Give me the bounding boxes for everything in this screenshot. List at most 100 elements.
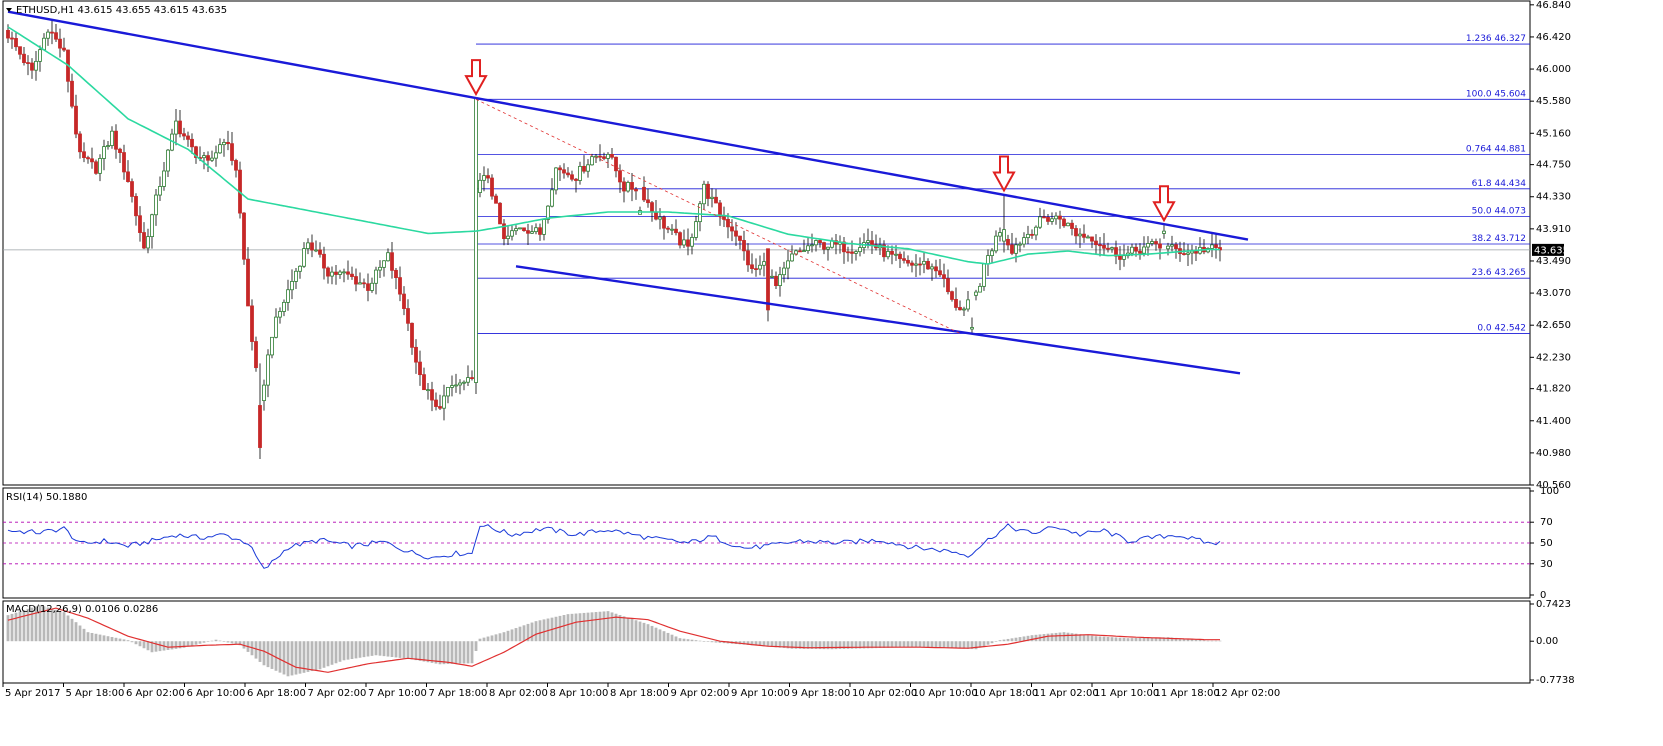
candle-body — [898, 253, 902, 260]
macd-histogram-bar — [510, 629, 514, 642]
candle-body — [342, 271, 346, 274]
candle-body — [1042, 216, 1046, 219]
macd-histogram-bar — [74, 622, 78, 642]
candle-body — [1030, 233, 1034, 236]
candle-body — [250, 305, 254, 342]
macd-histogram-bar — [318, 641, 322, 670]
candle-body — [86, 157, 90, 160]
macd-histogram-bar — [34, 606, 38, 642]
macd-histogram-bar — [1066, 632, 1070, 642]
candle-body — [318, 249, 322, 255]
candle-body — [606, 153, 610, 159]
macd-histogram-bar — [786, 641, 790, 649]
candle-body — [722, 215, 726, 220]
candle-body — [210, 157, 214, 161]
macd-histogram-bar — [1050, 633, 1054, 642]
macd-histogram-bar — [1086, 635, 1090, 642]
macd-panel: 0.7423 0.00 -0.7738 MACD(12,26,9) 0.0106 0… — [2, 599, 1575, 686]
macd-histogram-bar — [1118, 637, 1122, 642]
time-tick-label: 5 Apr 2017 — [5, 688, 60, 699]
time-tick-label: 8 Apr 10:00 — [550, 688, 609, 699]
time-tick-label: 7 Apr 18:00 — [429, 688, 488, 699]
candle-body — [610, 153, 614, 158]
candle-body — [266, 354, 270, 386]
macd-histogram-bar — [1062, 632, 1066, 642]
macd-histogram-bar — [358, 641, 362, 658]
candle-body — [786, 260, 790, 269]
candle-body — [18, 46, 22, 55]
candle-body — [106, 145, 110, 148]
candle-body — [1122, 255, 1126, 260]
macd-histogram-bar — [686, 639, 690, 642]
macd-histogram-bar — [602, 611, 606, 642]
macd-histogram-bar — [950, 641, 954, 649]
candle-body — [1142, 246, 1146, 254]
macd-histogram-bar — [1130, 638, 1134, 642]
macd-histogram-bar — [1114, 637, 1118, 642]
candle-body — [734, 230, 738, 237]
macd-histogram-bar — [190, 641, 194, 646]
chevron-down-icon[interactable] — [6, 8, 12, 12]
macd-histogram-bar — [90, 632, 94, 642]
candle-body — [778, 274, 782, 287]
macd-histogram-bar — [38, 605, 42, 642]
candle-body — [330, 271, 334, 277]
candle-body — [570, 174, 574, 180]
macd-histogram-bar — [886, 641, 890, 648]
macd-histogram-bar — [954, 641, 958, 649]
macd-histogram-bar — [1026, 635, 1030, 642]
macd-histogram-bar — [1162, 637, 1166, 642]
candle-body — [1146, 243, 1150, 248]
candle-body — [550, 189, 554, 207]
macd-histogram-bar — [418, 641, 422, 661]
candle-body — [58, 38, 62, 49]
candle-body — [130, 181, 134, 197]
candle-body — [1022, 237, 1026, 245]
macd-histogram-bar — [1006, 638, 1010, 642]
macd-histogram-bar — [882, 641, 886, 648]
candle-body — [410, 322, 414, 348]
candle-body — [798, 250, 802, 253]
candle-body — [950, 291, 954, 300]
candle-body — [286, 289, 290, 303]
candle-body — [470, 377, 474, 379]
candle-body — [502, 223, 506, 239]
candle-body — [566, 172, 570, 176]
macd-histogram-bar — [794, 641, 798, 649]
candle-body — [1006, 238, 1010, 246]
macd-histogram-bar — [1142, 637, 1146, 642]
macd-histogram-bar — [986, 641, 990, 645]
macd-histogram-bar — [918, 641, 922, 648]
candle-body — [1090, 236, 1094, 242]
arrow-down-icon — [1152, 185, 1176, 223]
candle-body — [366, 283, 370, 291]
macd-histogram-bar — [1022, 636, 1026, 642]
macd-histogram-bar — [210, 640, 214, 642]
macd-histogram-bar — [426, 641, 430, 663]
candle-body — [994, 235, 998, 252]
macd-histogram-bar — [1210, 640, 1214, 642]
macd-histogram-bar — [526, 623, 530, 642]
macd-histogram-bar — [746, 641, 750, 645]
candle-body — [686, 239, 690, 247]
candle-body — [942, 274, 946, 279]
candle-body — [966, 299, 970, 310]
candle-body — [706, 183, 710, 199]
macd-histogram-bar — [450, 641, 454, 664]
macd-histogram-bar — [554, 616, 558, 642]
time-tick-label: 9 Apr 10:00 — [731, 688, 790, 699]
candle-body — [814, 240, 818, 246]
candle-body — [646, 199, 650, 204]
macd-histogram-bar — [994, 641, 998, 642]
candle-body — [154, 194, 158, 216]
macd-histogram-bar — [438, 641, 442, 665]
macd-histogram-bar — [14, 612, 18, 642]
candle-body — [802, 250, 806, 253]
candle-body — [50, 31, 54, 34]
candle-body — [230, 143, 234, 161]
candle-body — [430, 389, 434, 401]
candle-body — [614, 156, 618, 172]
macd-histogram-bar — [826, 641, 830, 650]
macd-histogram-bar — [342, 641, 346, 661]
macd-histogram-bar — [386, 641, 390, 657]
